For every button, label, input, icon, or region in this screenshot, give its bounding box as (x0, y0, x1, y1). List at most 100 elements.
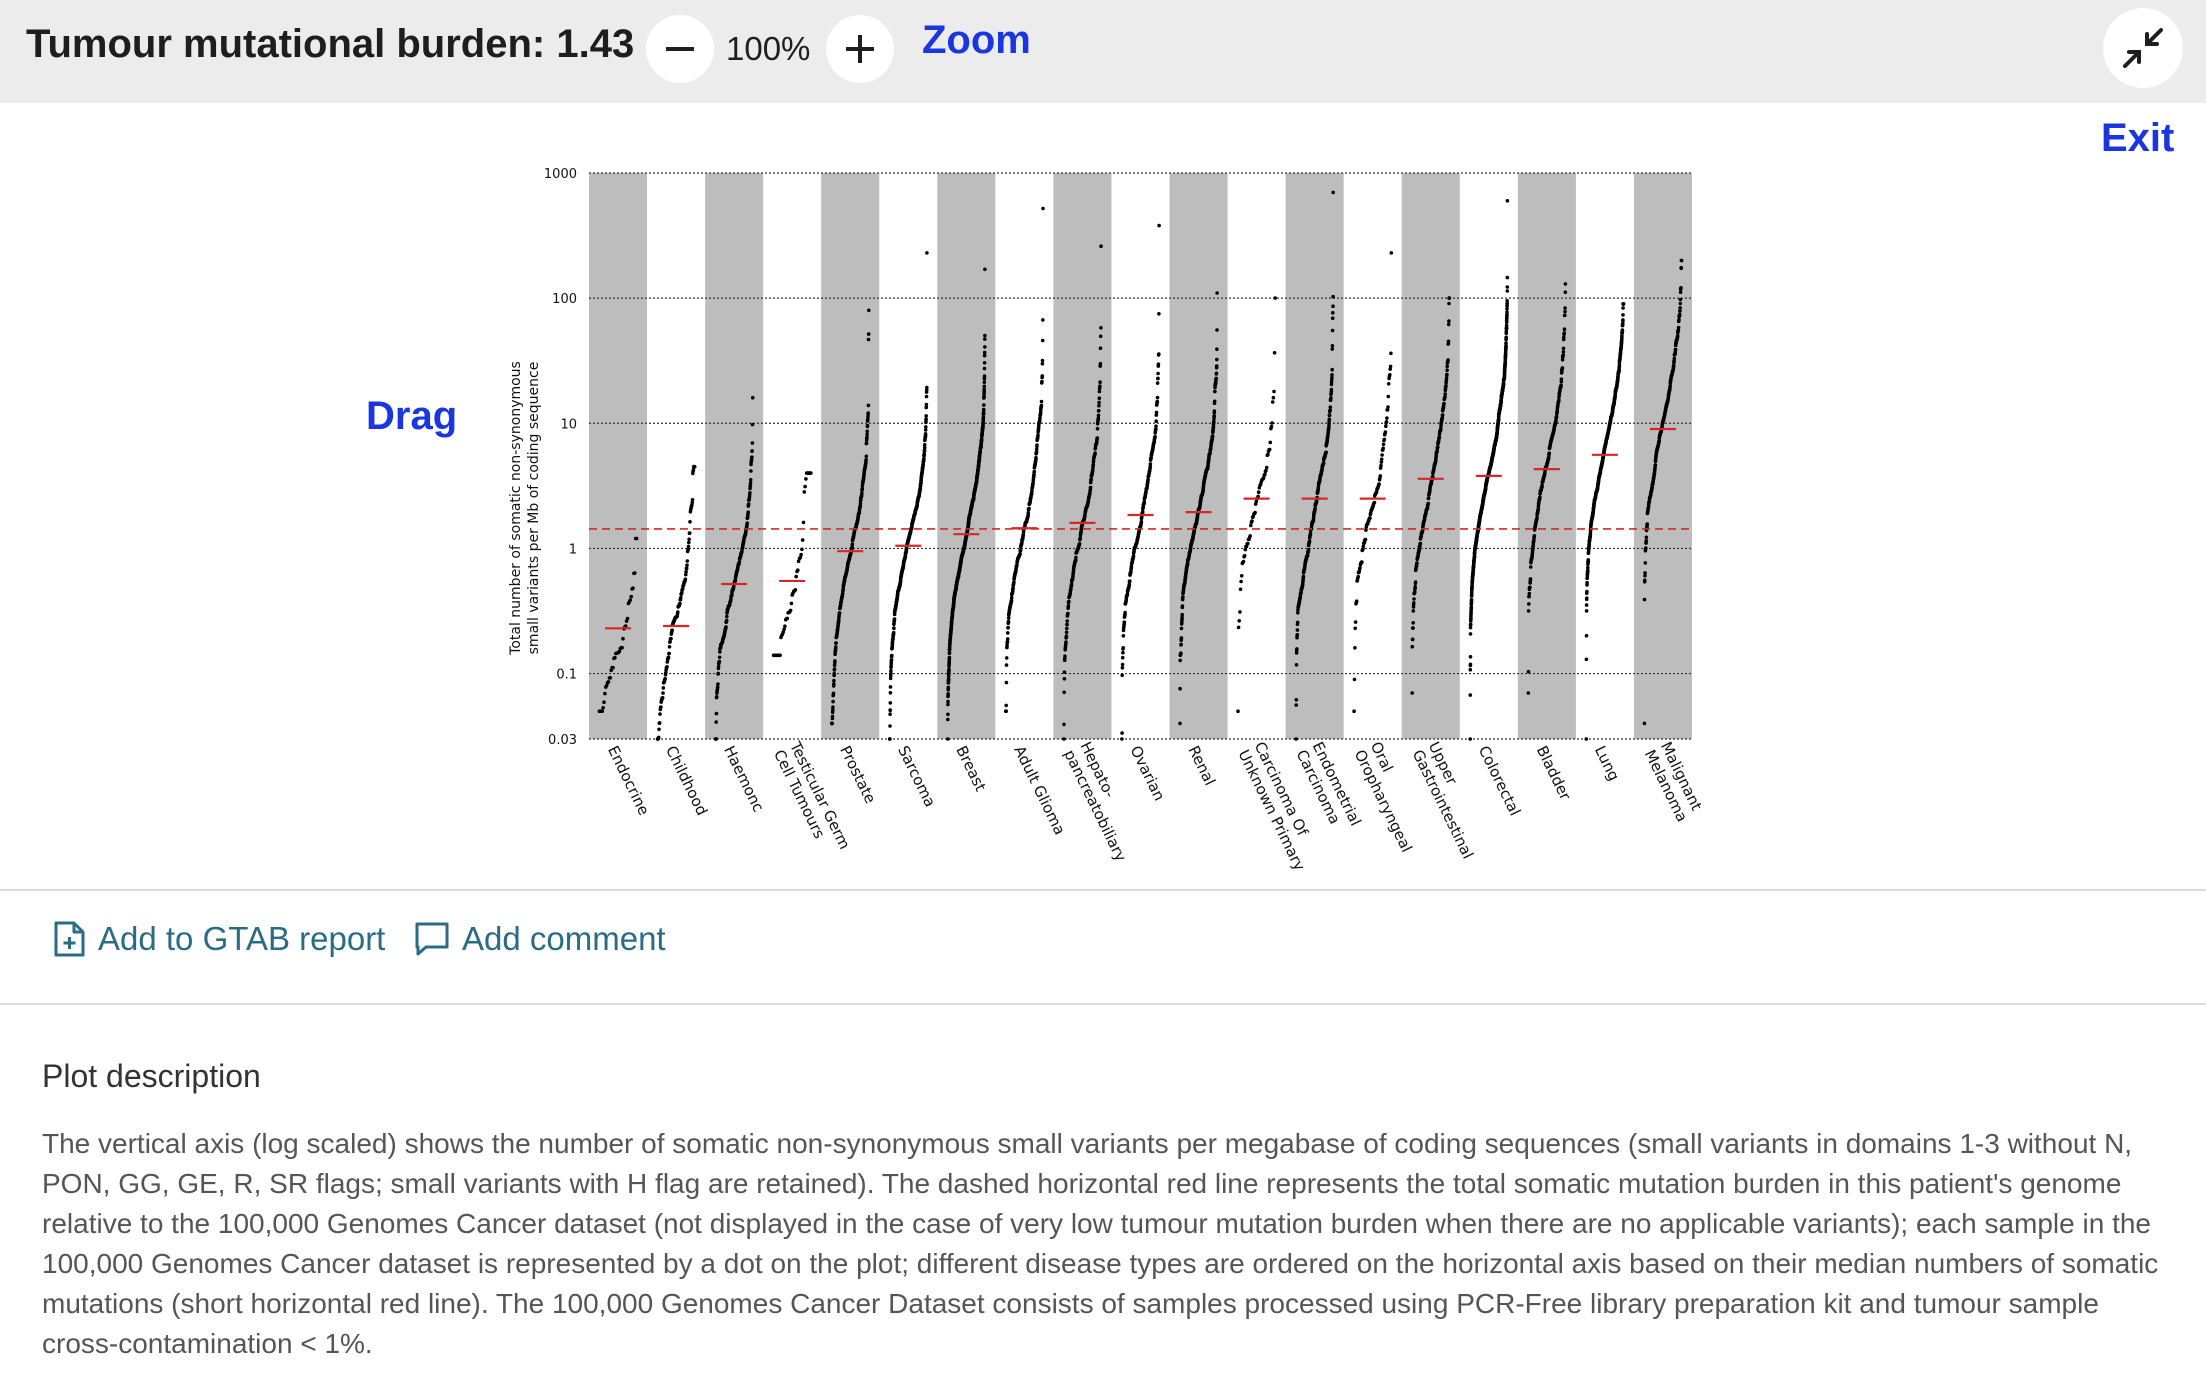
sample-dot (1440, 416, 1445, 420)
sample-dot (1329, 382, 1334, 387)
sample-dot (1439, 426, 1443, 431)
sample-dot (924, 394, 929, 399)
sample-dot (924, 425, 928, 429)
sample-dot (1097, 396, 1102, 401)
sample-dot (1074, 555, 1078, 560)
sample-dot (1041, 206, 1045, 211)
sample-dot (830, 714, 835, 719)
sample-dot (1098, 384, 1102, 388)
zoom-out-button[interactable] (646, 15, 714, 83)
sample-dot (1006, 631, 1010, 635)
sample-dot (1041, 318, 1045, 322)
sample-dot (1264, 465, 1269, 470)
sample-dot (1532, 534, 1537, 538)
sample-dot (783, 624, 787, 628)
sample-dot (782, 627, 786, 632)
sample-dot (1295, 647, 1299, 651)
sample-dot (1266, 452, 1270, 457)
sample-dot (804, 477, 808, 481)
sample-dot (1559, 383, 1563, 388)
sample-dot (1379, 460, 1384, 464)
sample-dot (924, 417, 928, 422)
sample-dot (600, 709, 604, 713)
sample-dot (714, 720, 718, 724)
sample-dot (831, 705, 835, 709)
sample-dot (1248, 534, 1252, 538)
sample-dot (1307, 539, 1312, 544)
sample-dot (922, 443, 927, 447)
sample-dot (1250, 519, 1254, 523)
sample-dot (1445, 372, 1449, 377)
zoom-link[interactable]: Zoom (922, 18, 1031, 62)
sample-dot (683, 577, 688, 581)
sample-dot (1330, 328, 1335, 333)
sample-dot (623, 624, 628, 628)
sample-dot (946, 737, 950, 741)
sample-dot (799, 552, 803, 557)
zoom-in-button[interactable] (826, 15, 894, 83)
sample-dot (1009, 596, 1014, 600)
sample-dot (750, 395, 755, 400)
sample-dot (1065, 622, 1069, 627)
category-samples (829, 308, 871, 726)
sample-dot (1005, 639, 1010, 644)
sample-dot (1561, 350, 1566, 354)
sample-dot (1128, 579, 1132, 583)
sample-dot (658, 712, 662, 716)
sample-dot (602, 700, 606, 704)
sample-dot (923, 428, 928, 432)
category-samples (1352, 251, 1394, 713)
collapse-button[interactable] (2103, 8, 2183, 88)
sample-dot (1238, 587, 1243, 592)
sample-dot (1306, 548, 1311, 552)
sample-dot (1122, 620, 1127, 624)
sample-dot (1353, 620, 1358, 624)
sample-dot (1120, 673, 1124, 678)
sample-dot (1381, 446, 1385, 451)
sample-dot (888, 712, 892, 716)
sample-dot (1040, 361, 1045, 366)
sample-dot (1442, 401, 1446, 406)
sample-dot (789, 601, 794, 606)
sample-dot (1328, 408, 1332, 413)
sample-dot (1215, 347, 1219, 352)
sample-dot (733, 578, 738, 583)
sample-dot (1021, 533, 1026, 537)
category-band (1169, 173, 1228, 739)
sample-dot (1563, 313, 1567, 318)
sample-dot (1562, 331, 1567, 335)
category-samples (1410, 296, 1452, 695)
sample-dot (1361, 544, 1366, 549)
exit-link[interactable]: Exit (2101, 116, 2175, 160)
drag-handle[interactable]: Drag (366, 394, 458, 438)
category-samples (1062, 244, 1103, 741)
sample-dot (1009, 598, 1014, 603)
sample-dot (1039, 399, 1044, 404)
sample-dot (925, 251, 929, 255)
category-samples (1584, 302, 1626, 741)
sample-dot (620, 645, 624, 650)
sample-dot (840, 592, 845, 596)
sample-dot (796, 568, 800, 572)
sample-dot (858, 501, 863, 506)
sample-dot (864, 454, 869, 459)
y-tick-label: 1 (569, 542, 577, 557)
sample-dot (946, 685, 951, 690)
sample-dot (1469, 605, 1474, 609)
sample-dot (1411, 609, 1416, 613)
sample-dot (687, 537, 691, 542)
sample-dot (833, 659, 837, 663)
sample-dot (1377, 482, 1381, 486)
sample-dot (1504, 323, 1509, 328)
sample-dot (837, 618, 841, 622)
sample-dot (1256, 494, 1260, 499)
sample-dot (794, 574, 798, 579)
sample-dot (785, 616, 790, 621)
sample-dot (1379, 457, 1384, 462)
sample-dot (1505, 301, 1509, 306)
sample-dot (832, 671, 836, 676)
sample-dot (1272, 389, 1276, 394)
sample-dot (1527, 602, 1531, 606)
sample-dot (1410, 637, 1415, 642)
